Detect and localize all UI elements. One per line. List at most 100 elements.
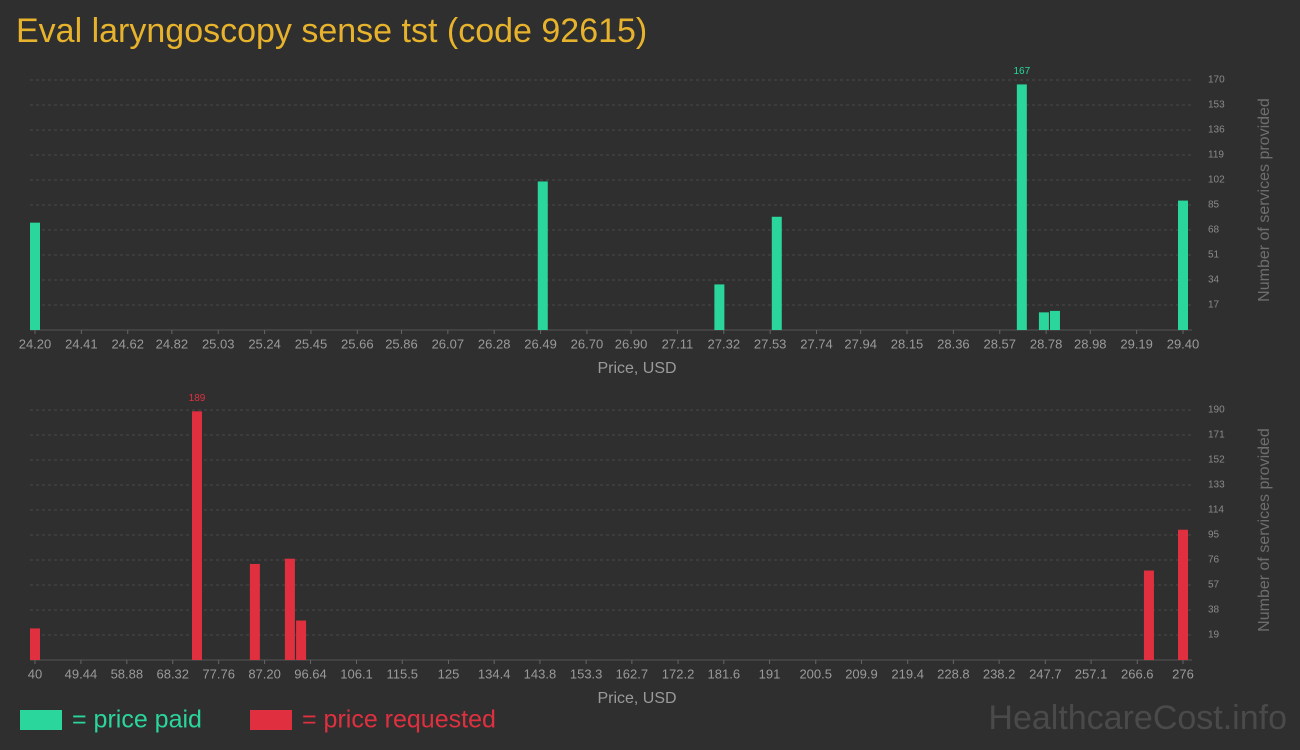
y-tick-label: 95 [1208,530,1220,541]
y-tick-label: 136 [1208,125,1225,136]
x-tick-label: 200.5 [799,666,832,681]
x-tick-label: 172.2 [662,666,695,681]
bar [1143,570,1154,660]
y-tick-label: 171 [1208,430,1225,441]
watermark: HealthcareCost.info [988,699,1287,737]
y-tick-label: 34 [1208,275,1220,286]
x-tick-label: 266.6 [1121,666,1154,681]
x-tick-label: 27.11 [662,336,694,351]
y-tick-label: 190 [1208,405,1225,416]
y-tick-label: 85 [1208,200,1220,211]
x-tick-label: 25.66 [341,336,374,351]
y-axis-title: Number of services provided [1256,98,1273,302]
x-tick-label: 153.3 [570,666,603,681]
x-tick-label: 257.1 [1075,666,1108,681]
x-tick-label: 40 [28,666,42,681]
y-tick-label: 51 [1208,250,1220,261]
page-title: Eval laryngoscopy sense tst (code 92615) [16,12,647,50]
x-tick-label: 28.15 [891,336,924,351]
legend-entry: = price paid [72,706,202,734]
x-tick-label: 25.45 [295,336,328,351]
x-tick-label: 26.07 [432,336,465,351]
x-tick-label: 58.88 [111,666,144,681]
x-tick-label: 238.2 [983,666,1016,681]
bar [1049,310,1060,330]
bar [284,558,295,660]
x-tick-label: 25.03 [202,336,235,351]
bar [1016,84,1027,330]
value-label: 189 [189,393,206,404]
value-label: 167 [1013,66,1030,77]
bar [537,181,548,330]
bar [296,620,307,660]
y-tick-label: 170 [1208,75,1225,86]
bar [191,411,202,660]
x-tick-label: 247.7 [1029,666,1062,681]
x-tick-label: 24.82 [156,336,189,351]
legend-swatch [20,710,62,730]
y-tick-label: 38 [1208,605,1220,616]
x-tick-label: 26.49 [524,336,557,351]
bar [1178,529,1188,660]
y-tick-label: 68 [1208,225,1220,236]
legend-swatch [250,710,292,730]
y-tick-label: 17 [1208,300,1220,311]
x-tick-label: 96.64 [294,666,327,681]
bar [1178,200,1188,330]
y-axis-title: Number of services provided [1256,428,1273,632]
x-tick-label: 134.4 [478,666,511,681]
x-tick-label: 25.24 [248,336,281,351]
y-tick-label: 119 [1208,150,1224,161]
x-tick-label: 25.86 [385,336,418,351]
legend-entry: = price requested [302,706,496,734]
bar [30,628,40,660]
x-tick-label: 26.90 [615,336,648,351]
bar [771,216,782,330]
x-tick-label: 27.94 [844,336,877,351]
y-tick-label: 102 [1208,175,1225,186]
x-tick-label: 28.78 [1030,336,1063,351]
x-tick-label: 24.20 [19,336,52,351]
x-tick-label: 219.4 [891,666,924,681]
y-tick-label: 152 [1208,455,1225,466]
x-tick-label: 49.44 [65,666,98,681]
x-tick-label: 209.9 [845,666,878,681]
x-tick-label: 27.32 [708,336,741,351]
x-tick-label: 125 [438,666,460,681]
x-tick-label: 87.20 [248,666,281,681]
x-tick-label: 191 [759,666,781,681]
x-tick-label: 228.8 [937,666,970,681]
x-tick-label: 143.8 [524,666,557,681]
x-tick-label: 77.76 [202,666,235,681]
x-tick-label: 24.41 [65,336,98,351]
y-tick-label: 19 [1208,630,1220,641]
x-tick-label: 26.70 [571,336,604,351]
bar [714,284,725,330]
x-tick-label: 28.36 [937,336,970,351]
y-tick-label: 153 [1208,100,1225,111]
x-axis-title: Price, USD [597,360,676,377]
x-tick-label: 181.6 [708,666,741,681]
x-tick-label: 28.98 [1074,336,1107,351]
x-tick-label: 24.62 [111,336,144,351]
bar [1038,312,1049,330]
y-tick-label: 114 [1208,505,1224,516]
x-tick-label: 26.28 [478,336,511,351]
x-tick-label: 28.57 [983,336,1016,351]
x-tick-label: 276 [1172,666,1194,681]
x-tick-label: 115.5 [386,666,418,681]
bar [30,222,40,330]
y-tick-label: 133 [1208,480,1225,491]
y-tick-label: 57 [1208,580,1220,591]
x-axis-title: Price, USD [597,690,676,707]
bar [249,563,260,660]
x-tick-label: 27.74 [800,336,833,351]
x-tick-label: 29.19 [1120,336,1153,351]
x-tick-label: 27.53 [754,336,787,351]
x-tick-label: 162.7 [616,666,649,681]
x-tick-label: 29.40 [1167,336,1200,351]
x-tick-label: 68.32 [156,666,189,681]
y-tick-label: 76 [1208,555,1220,566]
